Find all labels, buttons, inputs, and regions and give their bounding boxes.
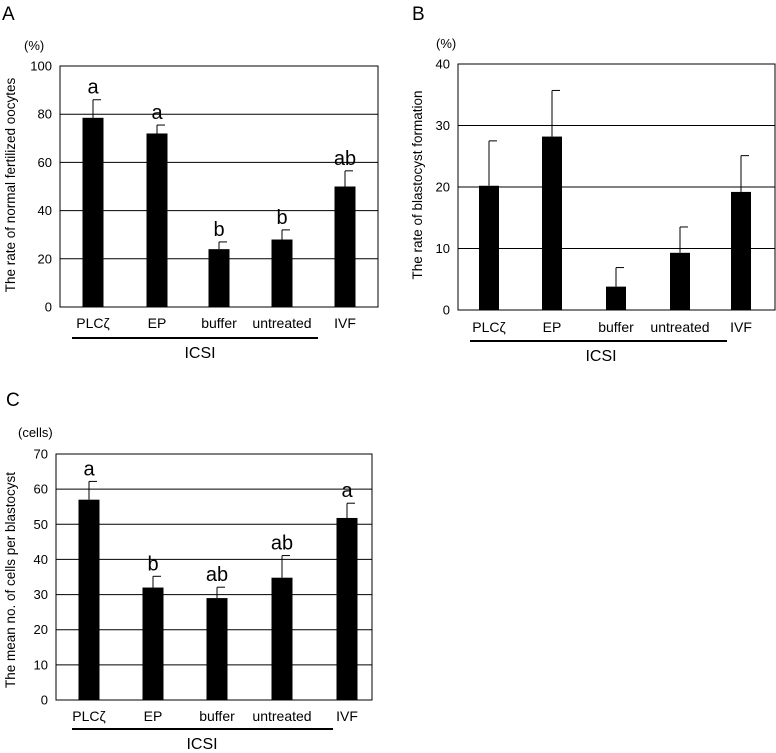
panel-c-ytick-label: 40 xyxy=(34,552,48,567)
panel-a-significance-0: a xyxy=(87,77,99,99)
panel-a-category-label-4: IVF xyxy=(334,315,356,331)
panel-a-category-label-3: untreated xyxy=(252,315,311,331)
panel-c-ytick-label: 10 xyxy=(34,657,48,672)
panel-c-ytick-label: 60 xyxy=(34,482,48,497)
panel-c-category-label-4: IVF xyxy=(336,708,358,724)
panel-a-unit: (%) xyxy=(24,38,44,53)
panel-b-group-label: ICSI xyxy=(585,348,616,365)
panel-c-category-label-1: EP xyxy=(144,708,163,724)
panel-c-bar-1 xyxy=(142,587,164,700)
panel-b-bar-1 xyxy=(542,136,562,310)
panel-a-category-label-0: PLCζ xyxy=(76,315,109,331)
panel-a-plot: 0 20 40 60 80 100 a PLCζ a EP b buffer b untreated ab I… xyxy=(30,59,379,339)
panel-letter-c: C xyxy=(6,390,20,411)
panel-a-significance-1: a xyxy=(151,102,163,124)
panel-a-bar-1 xyxy=(146,133,168,307)
panel-a-bar-0 xyxy=(82,117,104,307)
panel-b-category-label-2: buffer xyxy=(598,319,634,335)
panel-c-category-label-0: PLCζ xyxy=(72,708,105,724)
panel-c-significance-3: ab xyxy=(271,533,293,555)
panel-b-category-label-0: PLCζ xyxy=(472,319,505,335)
panel-b-ytick-label: 0 xyxy=(443,303,450,318)
panel-c-bar-4 xyxy=(336,517,358,700)
panel-c-significance-0: a xyxy=(83,458,95,480)
panel-a-category-label-1: EP xyxy=(148,315,167,331)
panel-c-category-label-3: untreated xyxy=(252,708,311,724)
panel-b-ylabel: The rate of blastocyst formation xyxy=(410,90,425,279)
panel-b-category-label-3: untreated xyxy=(650,319,709,335)
panel-b-ytick-label: 40 xyxy=(436,57,450,72)
panel-b: B (%) The rate of blastocyst formation 0… xyxy=(410,4,776,365)
panel-b-bar-3 xyxy=(670,252,690,310)
panel-a-bar-3 xyxy=(271,239,293,307)
panel-b-bar-0 xyxy=(479,185,499,310)
panel-c-group-label: ICSI xyxy=(186,736,217,753)
panel-a-category-label-2: buffer xyxy=(201,315,237,331)
panel-c: C (cells) The mean no. of cells per blas… xyxy=(3,390,373,753)
panel-a-bar-2 xyxy=(208,249,230,307)
panel-b-bar-4 xyxy=(731,191,751,310)
panel-a-group-label: ICSI xyxy=(184,345,215,362)
panel-c-ytick-label: 20 xyxy=(34,622,48,637)
panel-c-significance-2: ab xyxy=(206,564,228,586)
panel-b-ytick-label: 10 xyxy=(436,241,450,256)
panel-a-bar-4 xyxy=(334,186,356,307)
panel-a-significance-3: b xyxy=(276,207,287,229)
panel-letter-b: B xyxy=(412,4,425,25)
panel-a-ytick-label: 100 xyxy=(30,59,52,74)
panel-a: A (%) The rate of normal fertilized oocy… xyxy=(2,4,379,362)
panel-b-plot: 0 10 20 30 40 PLCζ EP buffer untreated IVF xyxy=(436,57,776,342)
panel-a-ylabel: The rate of normal fertilized oocytes xyxy=(3,77,18,292)
panel-a-ytick-label: 80 xyxy=(38,107,52,122)
panel-c-bar-3 xyxy=(271,577,293,700)
panel-c-category-label-2: buffer xyxy=(199,708,235,724)
panel-c-significance-1: b xyxy=(147,553,158,575)
panel-c-plot: 0 10 20 30 40 50 60 70 a PLCζ b EP ab buffer ab untreat… xyxy=(34,447,373,730)
panel-a-significance-4: ab xyxy=(334,148,356,170)
panel-b-bar-2 xyxy=(606,286,626,310)
panel-c-significance-4: a xyxy=(341,480,353,502)
panel-c-unit: (cells) xyxy=(18,425,53,440)
panel-a-ytick-label: 0 xyxy=(45,300,52,315)
panel-b-unit: (%) xyxy=(436,36,456,51)
panel-a-significance-2: b xyxy=(213,219,224,241)
panel-b-ytick-label: 30 xyxy=(436,118,450,133)
panel-c-ylabel: The mean no. of cells per blastocyst xyxy=(3,472,18,688)
panel-b-ytick-label: 20 xyxy=(436,180,450,195)
panel-b-category-label-4: IVF xyxy=(730,319,752,335)
panel-c-ytick-label: 30 xyxy=(34,587,48,602)
panel-a-ytick-label: 20 xyxy=(38,251,52,266)
panel-letter-a: A xyxy=(2,4,15,25)
panel-c-ytick-label: 70 xyxy=(34,447,48,462)
panel-c-bar-0 xyxy=(78,499,100,700)
panel-a-ytick-label: 40 xyxy=(38,203,52,218)
panel-c-ytick-label: 0 xyxy=(41,693,48,708)
panel-c-bar-2 xyxy=(206,598,228,700)
panel-b-category-label-1: EP xyxy=(543,319,562,335)
panel-a-ytick-label: 60 xyxy=(38,155,52,170)
panel-c-ytick-label: 50 xyxy=(34,517,48,532)
